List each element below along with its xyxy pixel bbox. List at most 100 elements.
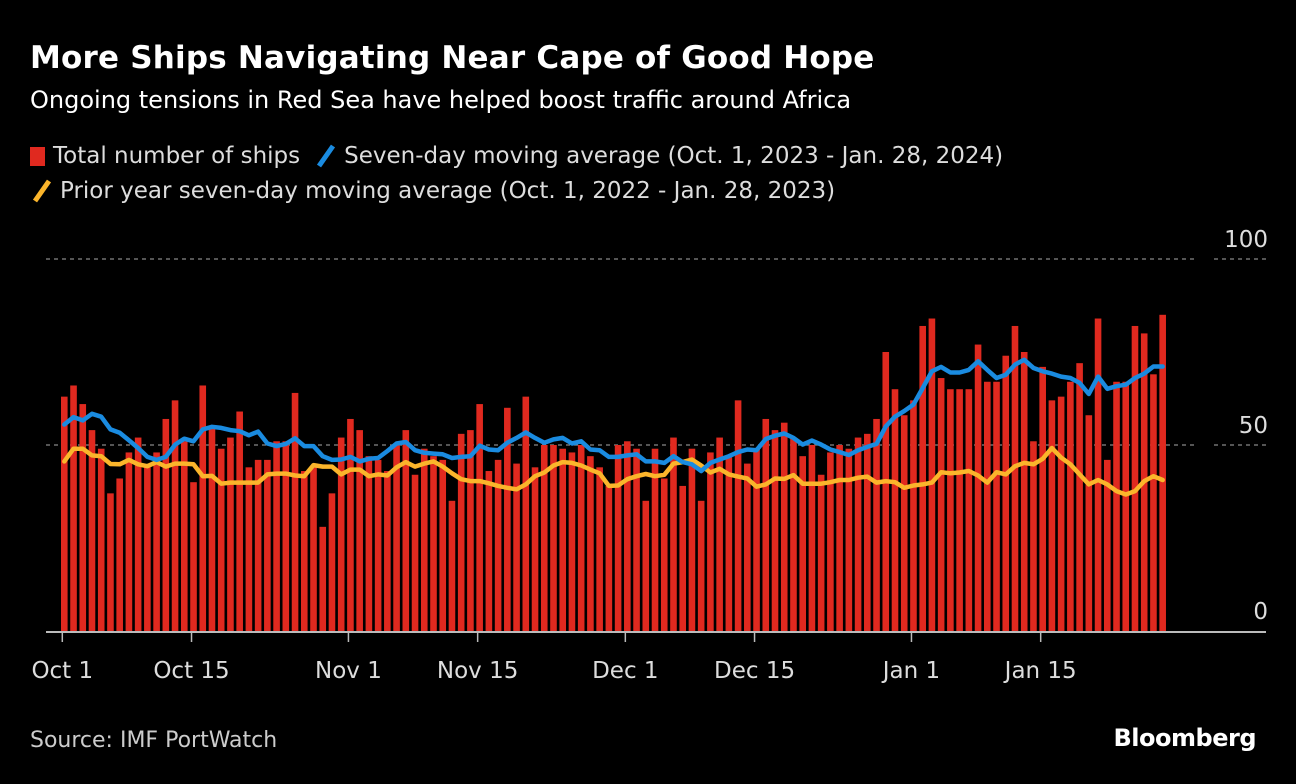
bar-day-115 [1122, 381, 1130, 631]
bar-day-10 [153, 452, 160, 631]
x-tick-label: Jan 15 [1003, 658, 1077, 684]
bar-day-67 [679, 485, 687, 631]
bar-day-14 [190, 482, 197, 631]
bar-day-74 [744, 463, 751, 631]
x-tick-label: Dec 15 [714, 658, 795, 684]
bar-series-total-ships [61, 314, 1166, 631]
legend-row-2: Prior year seven-day moving average (Oct… [30, 178, 849, 204]
bar-day-52 [540, 445, 548, 631]
bar-day-58 [596, 467, 603, 631]
bloomberg-logo: Bloomberg [1113, 724, 1257, 752]
bar-day-100 [984, 381, 991, 631]
bar-day-31 [347, 418, 354, 631]
bar-day-104 [1020, 352, 1028, 631]
bar-day-80 [799, 456, 806, 631]
bar-day-90 [891, 389, 899, 631]
bar-day-19 [236, 411, 243, 631]
bar-day-84 [836, 445, 843, 631]
legend-item-prior-year: Prior year seven-day moving average (Oct… [30, 178, 835, 204]
bar-day-32 [356, 430, 363, 631]
bar-day-26 [300, 471, 308, 631]
square-swatch-icon [30, 146, 45, 166]
bar-day-46 [485, 471, 493, 631]
bar-day-29 [328, 493, 336, 631]
bar-day-35 [384, 471, 391, 631]
bar-day-6 [116, 478, 123, 631]
bar-day-118 [1150, 374, 1157, 631]
bar-day-98 [965, 389, 973, 631]
bar-day-73 [734, 400, 742, 631]
bar-day-95 [937, 378, 945, 631]
bar-day-102 [1002, 355, 1010, 631]
bar-day-103 [1011, 325, 1019, 631]
bar-day-63 [642, 500, 650, 631]
bar-day-9 [144, 467, 151, 631]
bar-day-75 [753, 448, 760, 631]
bar-day-0 [61, 396, 68, 631]
bar-day-114 [1113, 381, 1120, 631]
bar-day-96 [947, 389, 954, 631]
legend-label-moving-average: Seven-day moving average (Oct. 1, 2023 -… [344, 143, 1004, 169]
bar-day-37 [402, 430, 410, 631]
bar-day-82 [817, 474, 825, 631]
bar-day-36 [393, 445, 400, 631]
bar-day-71 [716, 437, 723, 631]
bar-day-22 [264, 459, 271, 631]
bar-day-34 [374, 459, 382, 631]
bar-day-113 [1103, 459, 1111, 631]
bar-day-78 [780, 422, 788, 631]
bar-day-111 [1085, 415, 1093, 631]
bar-day-119 [1159, 314, 1166, 631]
bar-day-72 [725, 456, 733, 631]
bar-day-1 [70, 385, 77, 631]
bar-day-79 [790, 437, 797, 631]
chart-subtitle: Ongoing tensions in Red Sea have helped … [30, 86, 852, 114]
bar-day-16 [208, 426, 216, 631]
bar-day-60 [614, 445, 622, 631]
bar-day-25 [291, 392, 299, 631]
legend-item-total-ships: Total number of ships [30, 143, 300, 169]
line-prior-year-average [62, 445, 1165, 497]
bar-day-68 [688, 448, 696, 631]
legend-label-prior-year: Prior year seven-day moving average (Oct… [60, 178, 836, 204]
axes: 0 50 100 Oct 1 Oct 15 Nov 1 Nov 15 Dec 1 Dec 15 J… [31, 227, 1268, 684]
bar-day-40 [430, 456, 437, 631]
bar-day-65 [660, 478, 668, 631]
bar-day-49 [513, 463, 520, 631]
line-swatch-icon [32, 179, 52, 203]
bar-day-83 [827, 452, 834, 631]
bar-day-23 [273, 441, 280, 631]
bar-day-48 [504, 407, 511, 631]
bar-day-99 [974, 344, 982, 631]
bar-day-87 [864, 433, 871, 631]
bar-day-77 [771, 430, 779, 631]
x-tick-label: Nov 15 [437, 658, 518, 684]
y-tick-label: 50 [1239, 413, 1268, 439]
bar-day-62 [633, 448, 640, 631]
bar-day-110 [1076, 363, 1083, 631]
bar-day-107 [1048, 400, 1056, 631]
bar-day-45 [476, 404, 483, 631]
bar-day-30 [337, 437, 345, 631]
legend-row-1: Total number of ships Seven-day moving a… [30, 143, 1017, 169]
bar-day-38 [411, 474, 419, 631]
bar-day-93 [919, 325, 926, 631]
bar-day-108 [1057, 396, 1065, 631]
chart-title: More Ships Navigating Near Cape of Good … [30, 40, 875, 76]
bar-day-64 [651, 448, 659, 631]
x-tick-label: Nov 1 [315, 658, 382, 684]
bar-day-106 [1039, 366, 1046, 631]
bar-day-50 [522, 396, 530, 631]
bar-day-4 [97, 448, 105, 631]
bar-day-41 [439, 459, 447, 631]
bar-day-91 [900, 415, 908, 631]
bar-day-94 [928, 318, 936, 631]
bar-day-11 [162, 418, 170, 631]
x-tick-label: Jan 1 [881, 658, 940, 684]
bar-day-97 [956, 389, 963, 631]
bar-day-7 [125, 452, 133, 631]
bar-day-15 [199, 385, 207, 631]
line-series [62, 357, 1165, 497]
bar-day-18 [227, 437, 234, 631]
